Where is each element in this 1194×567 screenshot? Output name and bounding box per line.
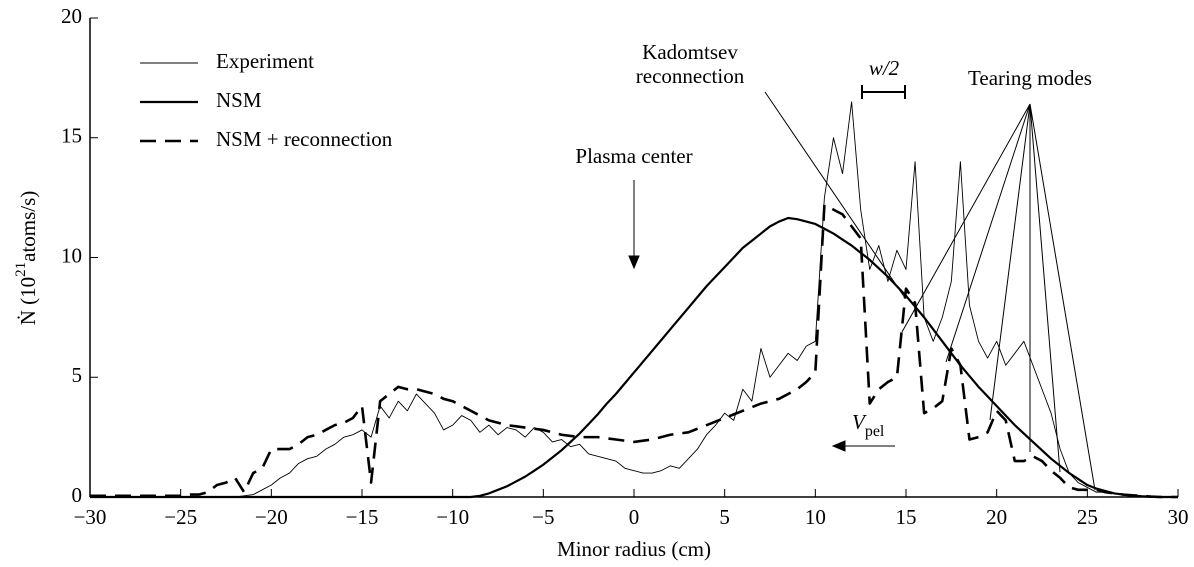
legend-label: Experiment: [216, 49, 314, 73]
legend-label: NSM + reconnection: [216, 127, 393, 151]
y-label-part: atoms/s): [16, 191, 40, 262]
x-tick-label: 15: [896, 505, 917, 529]
annotation: w/2: [869, 56, 900, 80]
annotation: Plasma center: [575, 144, 692, 168]
series-line: [90, 101, 1178, 498]
x-tick-label: −15: [346, 505, 379, 529]
x-tick-label: −10: [436, 505, 469, 529]
annotation-part: V: [852, 410, 867, 434]
x-axis-label: Minor radius (cm): [557, 537, 711, 561]
x-tick-label: −30: [74, 505, 107, 529]
arrowhead: [628, 255, 640, 270]
x-tick-label: −20: [255, 505, 288, 529]
y-label-sup: 21: [13, 262, 29, 277]
x-tick-label: 20: [986, 505, 1007, 529]
x-tick-label: −25: [164, 505, 197, 529]
y-axis-label: Ṅ (1021atoms/s): [13, 191, 39, 326]
y-label-part: Ṅ (10: [16, 277, 40, 325]
annotation-lines: [628, 85, 1096, 491]
legend-label: NSM: [216, 88, 262, 112]
y-tick-label: 15: [61, 124, 82, 148]
series-line: [90, 216, 1178, 499]
y-tick-label: 10: [61, 243, 82, 267]
y-tick-label: 5: [72, 363, 83, 387]
annotation-sub: pel: [865, 423, 885, 440]
annotation: Vpel: [852, 410, 885, 440]
annotation: reconnection: [636, 64, 745, 88]
pointer: [901, 103, 1096, 491]
x-tick-label: 30: [1168, 505, 1189, 529]
annotation: Kadomtsev: [642, 40, 738, 64]
y-tick-label: 20: [61, 4, 82, 28]
x-tick-label: −5: [532, 505, 554, 529]
series-line: [90, 203, 1178, 499]
x-tick-label: 25: [1077, 505, 1098, 529]
x-tick-label: 5: [719, 505, 730, 529]
y-tick-label: 0: [72, 483, 83, 507]
x-tick-label: 0: [629, 505, 640, 529]
x-tick-label: 10: [805, 505, 826, 529]
annotation: Tearing modes: [968, 66, 1092, 90]
arrowhead: [831, 440, 846, 452]
pointer: [764, 91, 906, 299]
